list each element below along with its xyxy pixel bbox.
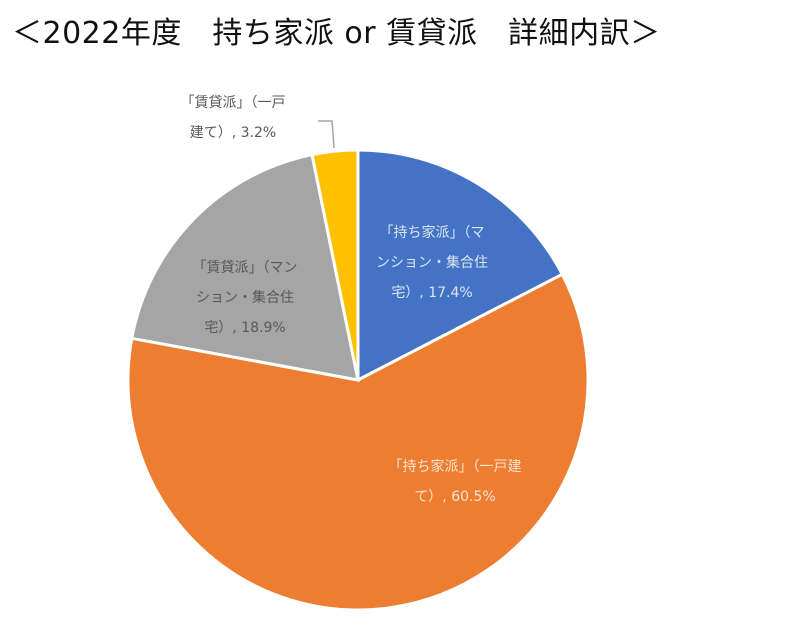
- label-own-mansion: 「持ち家派」（マ ンション・集合住 宅）, 17.4%: [362, 218, 502, 308]
- label-line: 建て）, 3.2%: [189, 125, 277, 141]
- chart-title: ＜2022年度 持ち家派 or 賃貸派 詳細内訳＞: [12, 16, 661, 51]
- label-line: 「持ち家派」（マ: [379, 225, 485, 241]
- slice-rent-house: [310, 148, 360, 381]
- label-rent-house: 「賃貸派」（一戸 建て）, 3.2%: [158, 88, 308, 148]
- label-rent-mansion: 「賃貸派」（マン ション・集合住 宅）, 18.9%: [175, 253, 315, 343]
- label-line: て）, 60.5%: [414, 489, 496, 505]
- label-line: 「賃貸派」（マン: [192, 260, 298, 276]
- slice-own-house: [126, 272, 590, 612]
- label-line: 宅）, 17.4%: [391, 285, 473, 301]
- label-own-house: 「持ち家派」（一戸建 て）, 60.5%: [355, 452, 555, 512]
- label-line: 「賃貸派」（一戸: [180, 95, 286, 111]
- leader-line: [318, 120, 335, 149]
- slice-rent-mansion: [130, 152, 360, 382]
- label-line: ション・集合住: [196, 290, 294, 306]
- label-line: ンション・集合住: [376, 255, 488, 271]
- label-line: 宅）, 18.9%: [204, 320, 286, 336]
- label-line: 「持ち家派」（一戸建: [388, 459, 522, 475]
- slice-own-mansion: [356, 148, 565, 383]
